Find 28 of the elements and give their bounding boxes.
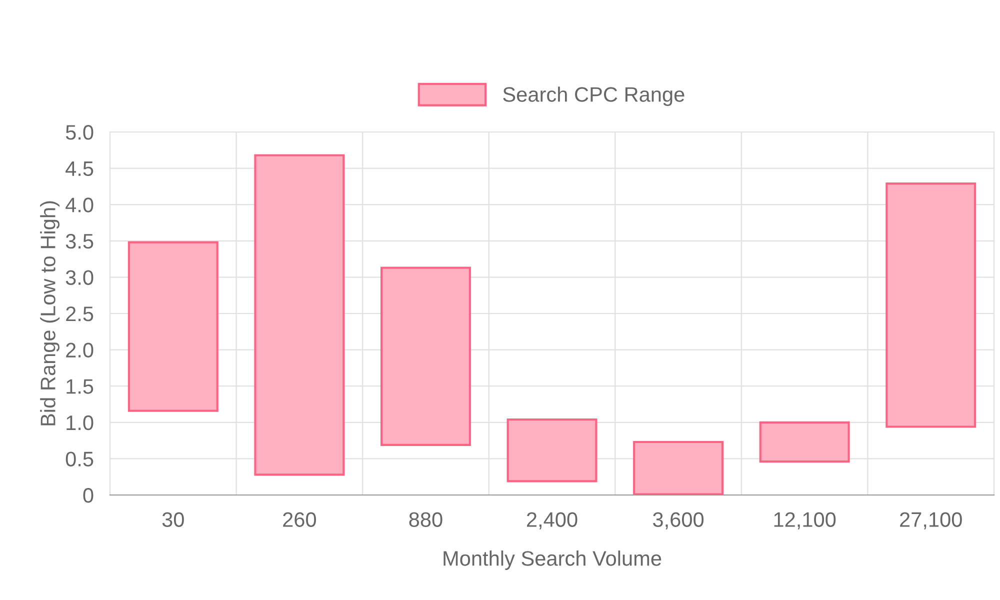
y-tick-label: 4.5: [66, 162, 94, 176]
y-tick-label: 1.5: [66, 379, 94, 394]
x-tick-label: 260: [283, 512, 316, 527]
bar: [506, 418, 598, 482]
bar: [380, 266, 471, 446]
x-tick-label: 2,400: [526, 512, 578, 530]
bar: [254, 154, 345, 476]
y-axis-title: Bid Range (Low to High): [40, 201, 60, 426]
x-tick-label: 27,100: [900, 512, 962, 530]
x-tick-label: 3,600: [653, 512, 704, 530]
y-tick-label: 2.0: [66, 342, 94, 358]
y-tick-label: 5.0: [66, 125, 94, 140]
y-tick-label: 3.5: [66, 234, 94, 249]
y-tick-label: 1.0: [66, 415, 94, 430]
bar: [128, 241, 218, 412]
bar: [759, 421, 850, 463]
x-axis-title: Monthly Search Volume: [444, 550, 662, 570]
y-tick-label: 2.5: [66, 306, 94, 322]
y-tick-label: 0.5: [66, 452, 94, 466]
bar: [886, 182, 976, 428]
y-tick-label: 3.0: [66, 270, 94, 285]
x-tick-label: 12,100: [774, 512, 836, 530]
y-tick-label: 4.0: [66, 198, 94, 212]
x-tick-label: 30: [162, 512, 184, 527]
y-tick-label: 0: [83, 488, 94, 503]
legend-label: Search CPC Range: [503, 86, 684, 106]
bar: [633, 440, 724, 495]
x-tick-label: 880: [409, 512, 442, 527]
